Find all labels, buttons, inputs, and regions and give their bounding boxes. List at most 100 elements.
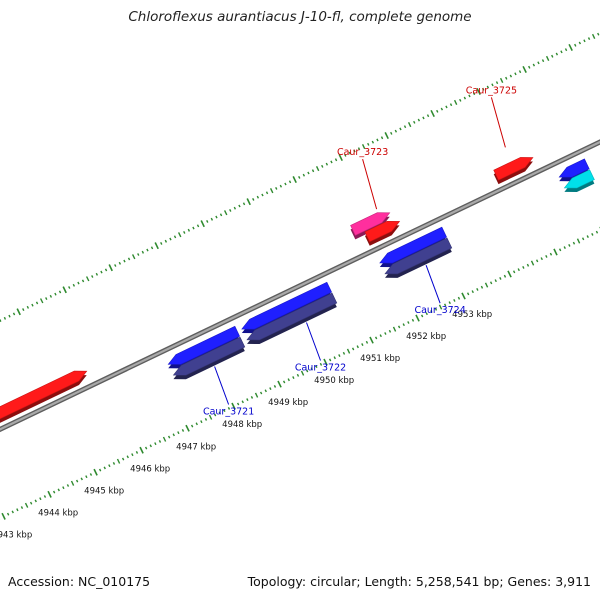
minor-tick	[463, 96, 467, 100]
minor-tick	[388, 329, 392, 333]
minor-tick	[380, 136, 384, 140]
minor-tick	[583, 39, 586, 43]
major-tick	[369, 336, 374, 344]
minor-tick	[591, 232, 594, 236]
minor-tick	[16, 508, 19, 512]
major-tick	[185, 424, 190, 432]
tick-label: 4946 kbp	[130, 464, 170, 474]
backbone-line	[0, 140, 600, 431]
major-tick	[553, 248, 558, 256]
minor-tick	[499, 276, 502, 280]
minor-tick	[576, 238, 581, 244]
minor-tick	[89, 473, 93, 476]
minor-tick	[85, 475, 88, 479]
gene-arrow	[241, 281, 333, 334]
gene-arrow	[167, 325, 241, 369]
minor-tick	[39, 497, 42, 501]
minor-tick	[530, 260, 535, 266]
minor-tick	[206, 219, 209, 223]
minor-tick	[77, 281, 80, 285]
major-tick	[231, 402, 236, 410]
minor-tick	[438, 304, 443, 310]
minor-tick	[298, 175, 301, 179]
minor-tick	[150, 246, 154, 250]
gene-arrow-body	[563, 169, 595, 189]
minor-tick	[35, 301, 39, 305]
minor-tick	[123, 259, 126, 263]
minor-tick	[131, 453, 134, 457]
gene-arrow-body	[167, 325, 241, 365]
minor-tick	[135, 450, 139, 454]
minor-tick	[85, 276, 90, 282]
minor-tick	[210, 217, 214, 221]
minor-tick	[80, 477, 83, 481]
minor-tick	[482, 87, 485, 91]
minor-tick	[195, 422, 198, 426]
gene-label-leader	[214, 366, 230, 405]
gene-label-leader	[362, 158, 378, 210]
minor-tick	[357, 147, 361, 151]
minor-tick	[95, 272, 99, 276]
minor-tick	[208, 414, 213, 420]
minor-tick	[422, 116, 425, 120]
minor-tick	[595, 230, 599, 234]
minor-tick	[223, 210, 228, 216]
gene-arrow-body	[379, 226, 448, 264]
major-tick	[62, 286, 67, 294]
gene-arrow-body	[350, 212, 391, 236]
gene-label-leader	[425, 265, 441, 304]
minor-tick	[307, 171, 310, 175]
gene-arrow	[364, 220, 401, 246]
minor-tick	[591, 33, 596, 39]
minor-tick	[162, 436, 167, 442]
minor-tick	[172, 433, 175, 437]
minor-tick	[568, 243, 571, 247]
minor-tick	[177, 431, 180, 435]
major-tick	[507, 270, 512, 278]
gene-arrow-body	[364, 220, 401, 243]
minor-tick	[351, 347, 355, 351]
minor-tick	[116, 458, 121, 464]
minor-tick	[578, 41, 582, 45]
minor-tick	[564, 48, 568, 52]
minor-tick	[390, 131, 393, 135]
minor-tick	[417, 118, 421, 122]
minor-tick	[200, 420, 203, 424]
minor-tick	[72, 283, 76, 287]
minor-tick	[0, 319, 2, 322]
gene-arrow-body	[241, 281, 333, 330]
minor-tick	[49, 294, 53, 298]
minor-tick	[491, 83, 494, 87]
minor-tick	[425, 312, 428, 316]
minor-tick	[499, 77, 504, 83]
minor-tick	[503, 274, 507, 278]
minor-tick	[445, 105, 448, 109]
minor-tick	[246, 398, 249, 402]
minor-tick	[3, 316, 7, 320]
minor-tick	[509, 74, 513, 78]
minor-tick	[54, 292, 57, 296]
minor-tick	[149, 444, 152, 448]
minor-tick	[532, 63, 536, 67]
minor-tick	[62, 486, 65, 490]
minor-tick	[118, 261, 122, 265]
minor-tick	[526, 263, 530, 267]
minor-tick	[164, 239, 168, 243]
minor-tick	[587, 37, 591, 41]
minor-tick	[261, 193, 264, 197]
minor-tick	[338, 354, 341, 358]
minor-tick	[250, 395, 254, 399]
minor-tick	[223, 409, 226, 413]
minor-tick	[489, 281, 493, 285]
minor-tick	[453, 298, 456, 302]
minor-tick	[8, 314, 11, 318]
minor-tick	[484, 282, 489, 288]
minor-tick	[494, 279, 497, 283]
minor-tick	[70, 480, 75, 486]
minor-tick	[310, 367, 313, 371]
minor-tick	[549, 252, 553, 256]
minor-tick	[241, 400, 244, 404]
gene-arrow-body	[172, 336, 246, 376]
minor-tick	[522, 265, 525, 269]
